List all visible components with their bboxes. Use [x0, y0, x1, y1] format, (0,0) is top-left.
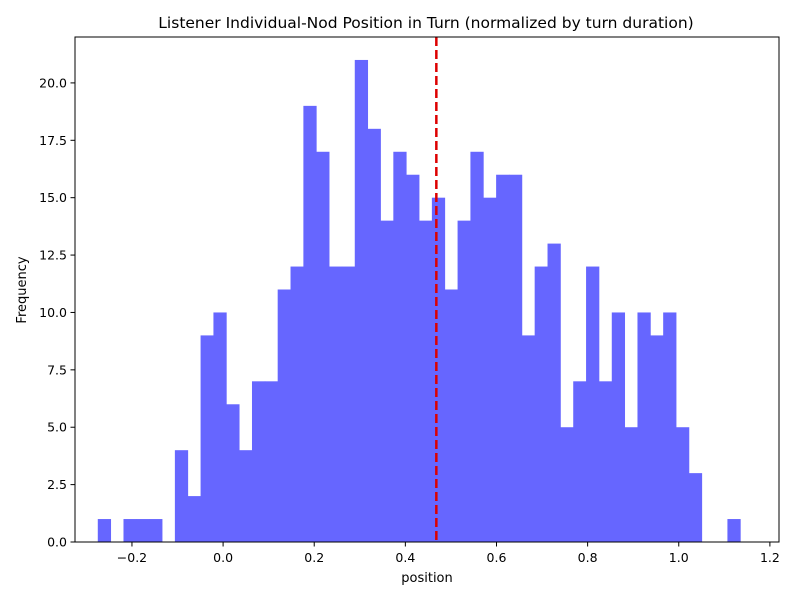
- histogram-bar: [251, 381, 266, 542]
- histogram-bar: [200, 335, 214, 542]
- x-tick-label: 0.2: [304, 550, 324, 565]
- y-tick-label: 20.0: [39, 75, 67, 90]
- histogram-bar: [174, 450, 189, 542]
- y-axis-label: Frequency: [15, 256, 30, 323]
- histogram-bar: [239, 450, 253, 542]
- histogram-bar: [380, 220, 394, 543]
- histogram-bar: [367, 128, 381, 542]
- x-tick-label: 0.4: [395, 550, 415, 565]
- histogram-bar: [419, 220, 433, 543]
- histogram-bar: [598, 381, 613, 542]
- histogram-bar: [149, 519, 163, 542]
- histogram-bar: [457, 220, 471, 543]
- histogram-bar: [573, 381, 587, 542]
- histogram-bar: [521, 335, 536, 542]
- histogram-bar: [444, 289, 458, 542]
- y-tick-label: 10.0: [39, 305, 67, 320]
- y-tick-label: 15.0: [39, 190, 67, 205]
- x-tick-label: 1.0: [669, 550, 689, 565]
- histogram-bar: [611, 312, 626, 542]
- histogram-bar: [637, 312, 651, 542]
- chart-title: Listener Individual-Nod Position in Turn…: [158, 14, 693, 32]
- histogram-bar: [393, 151, 407, 543]
- histogram-bar: [97, 519, 112, 542]
- histogram-bar: [508, 174, 523, 542]
- histogram-bar: [483, 197, 497, 542]
- histogram-bar: [303, 105, 317, 542]
- histogram-bar: [123, 519, 137, 542]
- x-tick-label: 1.2: [760, 550, 780, 565]
- histogram-bar: [534, 266, 548, 542]
- histogram-bar: [213, 312, 227, 542]
- histogram-bar: [624, 427, 638, 542]
- x-tick-label: 0.6: [487, 550, 507, 565]
- histogram-bar: [187, 496, 201, 542]
- x-tick-label: −0.2: [117, 550, 147, 565]
- y-axis-ticks: 0.0 2.5 5.0 7.5 10.0 12.5 15.0 17.5 20.0: [39, 75, 75, 550]
- x-tick-label: 0.0: [213, 550, 233, 565]
- histogram-bar: [329, 266, 343, 542]
- histogram-bar: [226, 404, 240, 542]
- histogram-bar: [688, 473, 703, 542]
- x-axis-ticks: −0.2 0.0 0.2 0.4 0.6 0.8 1.0 1.2: [117, 542, 780, 565]
- histogram-bar: [354, 59, 369, 543]
- histogram-bar: [316, 151, 330, 543]
- y-tick-label: 2.5: [47, 477, 67, 492]
- histogram-bar: [586, 266, 600, 542]
- histogram-bar: [727, 519, 741, 542]
- histogram-bar: [264, 381, 279, 542]
- y-tick-label: 0.0: [47, 535, 67, 550]
- histogram-bar: [650, 335, 664, 542]
- plot-frame: [74, 36, 780, 543]
- histogram-bar: [470, 151, 484, 543]
- y-tick-label: 17.5: [39, 133, 67, 148]
- histogram-bar: [496, 174, 510, 542]
- histogram-bar: [547, 243, 561, 542]
- x-axis-label: position: [401, 571, 453, 586]
- y-tick-label: 7.5: [47, 362, 67, 377]
- histogram-bar: [341, 266, 356, 542]
- y-tick-label: 5.0: [47, 420, 67, 435]
- y-tick-label: 12.5: [39, 248, 67, 263]
- histogram-bar: [136, 519, 150, 542]
- histogram-bar: [277, 289, 291, 542]
- x-tick-label: 0.8: [578, 550, 598, 565]
- histogram-bar: [663, 312, 677, 542]
- histogram-bar: [676, 427, 690, 542]
- histogram-bar: [290, 266, 304, 542]
- bars-group: [97, 59, 741, 543]
- histogram-bar: [431, 197, 446, 542]
- histogram-bar: [560, 427, 574, 542]
- histogram-bar: [406, 174, 420, 542]
